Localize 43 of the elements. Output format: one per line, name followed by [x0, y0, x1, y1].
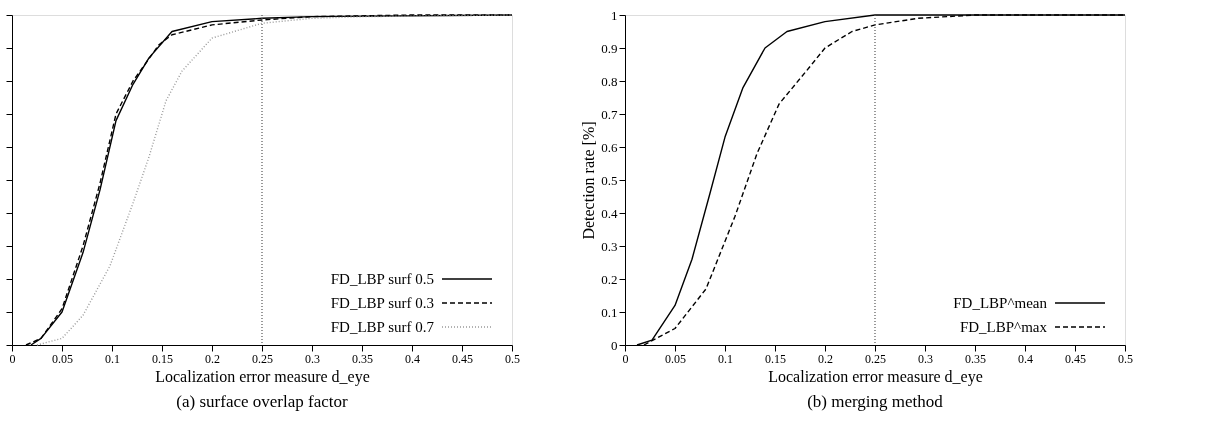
- x-tick-label: 0.2: [205, 351, 220, 366]
- x-axis-title: Localization error measure d_eye: [155, 367, 370, 386]
- x-tick-label: 0.3: [305, 351, 320, 366]
- x-tick-label: 0: [9, 351, 16, 366]
- x-tick-label: 0.5: [1118, 351, 1133, 366]
- x-tick-label: 0.45: [1065, 351, 1086, 366]
- legend-label: FD_LBP surf 0.7: [330, 319, 435, 335]
- y-tick-label: 0.6: [601, 139, 618, 155]
- legend-label: FD_LBP^mean: [953, 295, 1048, 311]
- x-tick-label: 0.25: [252, 351, 273, 366]
- x-tick-label: 0.15: [765, 351, 786, 366]
- y-tick-label: 0.8: [601, 73, 618, 89]
- x-tick-label: 0: [622, 351, 629, 366]
- x-tick-label: 0.2: [818, 351, 833, 366]
- x-tick-label: 0.25: [865, 351, 886, 366]
- y-tick-label: 0.1: [601, 304, 618, 320]
- legend-label: FD_LBP surf 0.3: [330, 295, 434, 311]
- x-tick-label: 0.35: [352, 351, 373, 366]
- y-tick-label: 1: [611, 7, 618, 23]
- x-tick-label: 0.05: [52, 351, 73, 366]
- legend-label: FD_LBP surf 0.5: [330, 271, 434, 287]
- x-tick-label: 0.1: [105, 351, 120, 366]
- y-tick-label: 0.2: [601, 271, 618, 287]
- y-tick-label: 0: [611, 337, 618, 353]
- text: (a) surface overlap factor: [176, 392, 348, 411]
- x-axis-title: Localization error measure d_eye: [768, 367, 983, 386]
- x-tick-label: 0.35: [965, 351, 986, 366]
- y-tick-label: 0.4: [601, 205, 618, 221]
- x-tick-label: 0.4: [1018, 351, 1033, 366]
- legend-label: FD_LBP^max: [959, 319, 1048, 335]
- x-tick-label: 0.5: [505, 351, 520, 366]
- x-tick-label: 0.4: [405, 351, 420, 366]
- y-tick-label: 0.7: [601, 106, 618, 122]
- text: (b) merging method: [807, 392, 944, 411]
- y-tick-label: 0.5: [601, 172, 618, 188]
- x-tick-label: 0.1: [718, 351, 733, 366]
- y-tick-label: 0.9: [601, 40, 618, 56]
- y-axis-title: Detection rate [%]: [580, 121, 598, 240]
- x-tick-label: 0.3: [918, 351, 933, 366]
- x-tick-label: 0.15: [152, 351, 173, 366]
- y-tick-label: 0.3: [601, 238, 618, 254]
- x-tick-label: 0.05: [665, 351, 686, 366]
- x-tick-label: 0.45: [452, 351, 473, 366]
